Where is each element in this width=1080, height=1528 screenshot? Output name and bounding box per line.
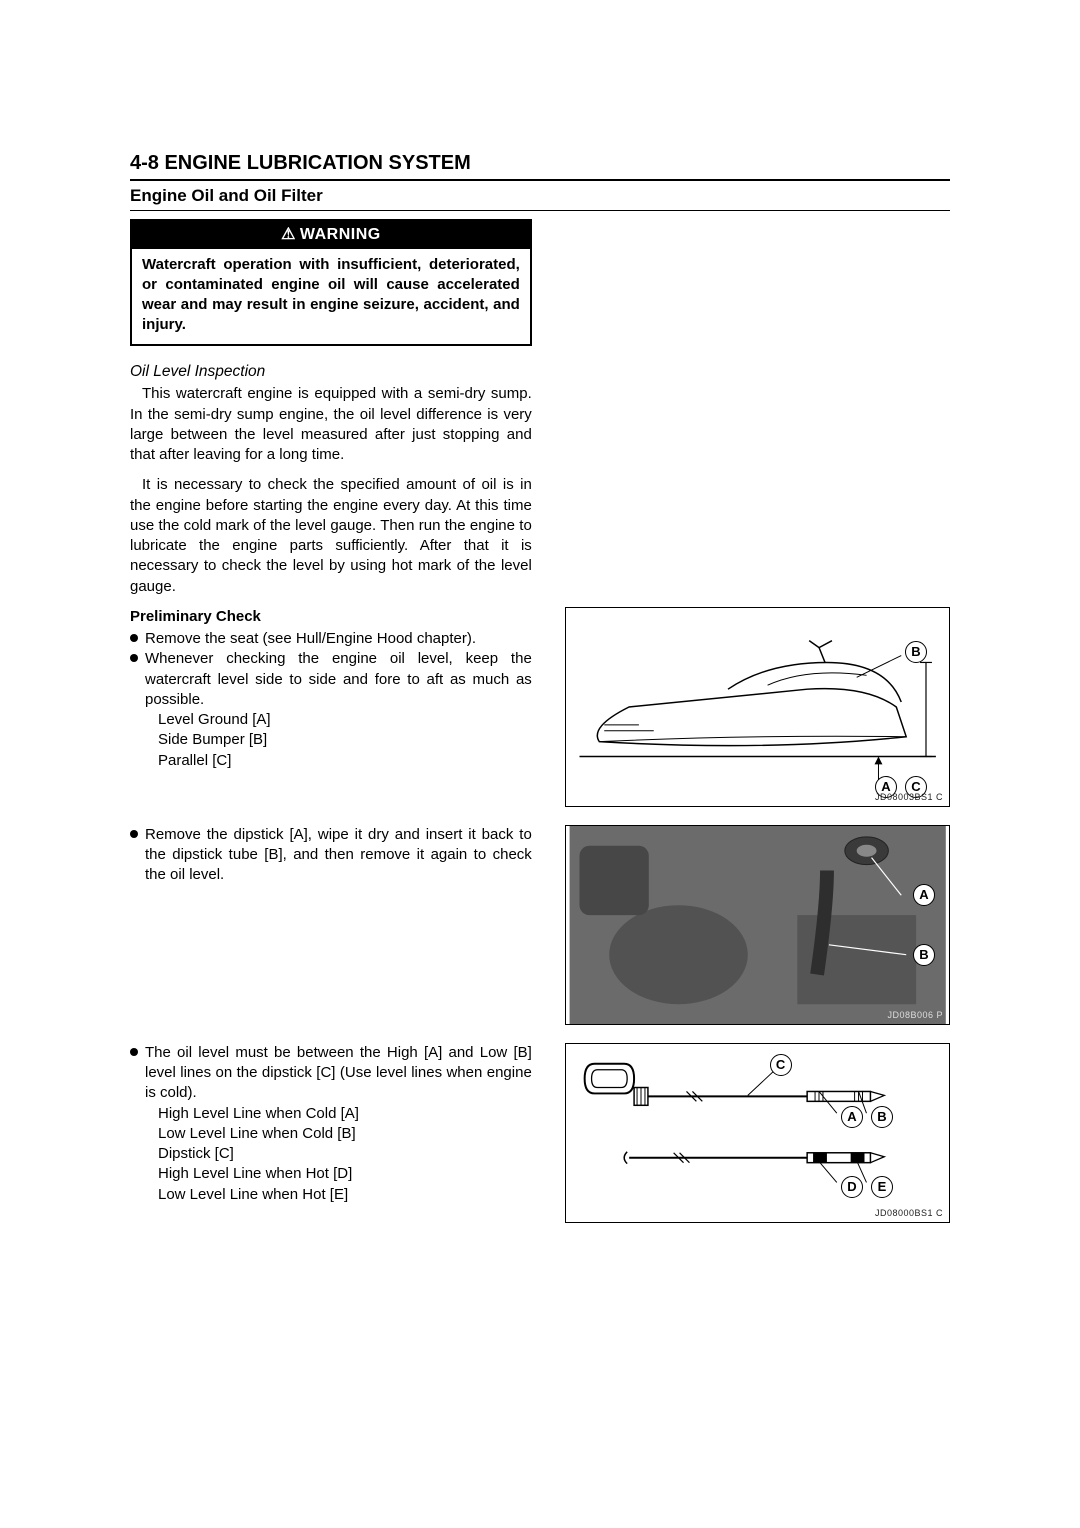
label-A: A <box>841 1106 863 1128</box>
oil-level-para2: It is necessary to check the specified a… <box>130 475 532 597</box>
list-item: Whenever checking the engine oil level, … <box>130 649 532 710</box>
list-item: The oil level must be between the High [… <box>130 1043 532 1104</box>
dipstick-levels-svg <box>566 1044 949 1222</box>
label-B: B <box>905 641 927 663</box>
prelim-s1: Level Ground [A] <box>158 710 532 730</box>
rule-sub <box>130 210 950 211</box>
warning-label: WARNING <box>300 226 381 243</box>
oil-level-para1: This watercraft engine is equipped with … <box>130 384 532 465</box>
bullet-icon <box>130 830 138 838</box>
level-range-s4: High Level Line when Hot [D] <box>158 1164 532 1184</box>
bullet-icon <box>130 1048 138 1056</box>
warning-triangle-icon: ⚠ <box>281 224 296 246</box>
label-D: D <box>841 1176 863 1198</box>
figure-code: JD08003BS1 C <box>875 791 943 803</box>
figure-dipstick-photo: A B JD08B006 P <box>565 825 950 1025</box>
warning-header: ⚠WARNING <box>132 221 530 249</box>
label-B: B <box>913 944 935 966</box>
list-item: Remove the seat (see Hull/Engine Hood ch… <box>130 629 532 649</box>
level-range-s1: High Level Line when Cold [A] <box>158 1104 532 1124</box>
warning-body: Watercraft operation with insufficient, … <box>132 249 530 344</box>
section-header: 4-8 ENGINE LUBRICATION SYSTEM <box>130 150 950 177</box>
label-E: E <box>871 1176 893 1198</box>
label-C: C <box>770 1054 792 1076</box>
level-range-b1: The oil level must be between the High [… <box>145 1043 532 1104</box>
oil-level-para1-text: This watercraft engine is equipped with … <box>130 385 532 463</box>
dipstick-remove-b1: Remove the dipstick [A], wipe it dry and… <box>145 825 532 886</box>
watercraft-svg <box>566 608 949 806</box>
figure-dipstick-levels: C A B D E JD08000BS1 C <box>565 1043 950 1223</box>
bullet-icon <box>130 654 138 662</box>
label-A: A <box>913 884 935 906</box>
figure-watercraft-level: B A C JD08003BS1 C <box>565 607 950 807</box>
prelim-s2: Side Bumper [B] <box>158 730 532 750</box>
figure-code: JD08B006 P <box>887 1009 943 1021</box>
page-subtitle: Engine Oil and Oil Filter <box>130 185 950 208</box>
oil-level-para2-text: It is necessary to check the specified a… <box>130 476 532 594</box>
oil-level-heading: Oil Level Inspection <box>130 362 532 383</box>
prelim-b2: Whenever checking the engine oil level, … <box>145 649 532 710</box>
bullet-icon <box>130 634 138 642</box>
figure-code: JD08000BS1 C <box>875 1207 943 1219</box>
level-range-s3: Dipstick [C] <box>158 1144 532 1164</box>
rule-top <box>130 179 950 181</box>
warning-box: ⚠WARNING Watercraft operation with insuf… <box>130 219 532 346</box>
prelim-heading: Preliminary Check <box>130 607 532 627</box>
label-B: B <box>871 1106 893 1128</box>
level-range-s2: Low Level Line when Cold [B] <box>158 1124 532 1144</box>
prelim-s3: Parallel [C] <box>158 751 532 771</box>
dipstick-photo-svg <box>566 826 949 1024</box>
prelim-b1: Remove the seat (see Hull/Engine Hood ch… <box>145 629 532 649</box>
level-range-s5: Low Level Line when Hot [E] <box>158 1185 532 1205</box>
list-item: Remove the dipstick [A], wipe it dry and… <box>130 825 532 886</box>
